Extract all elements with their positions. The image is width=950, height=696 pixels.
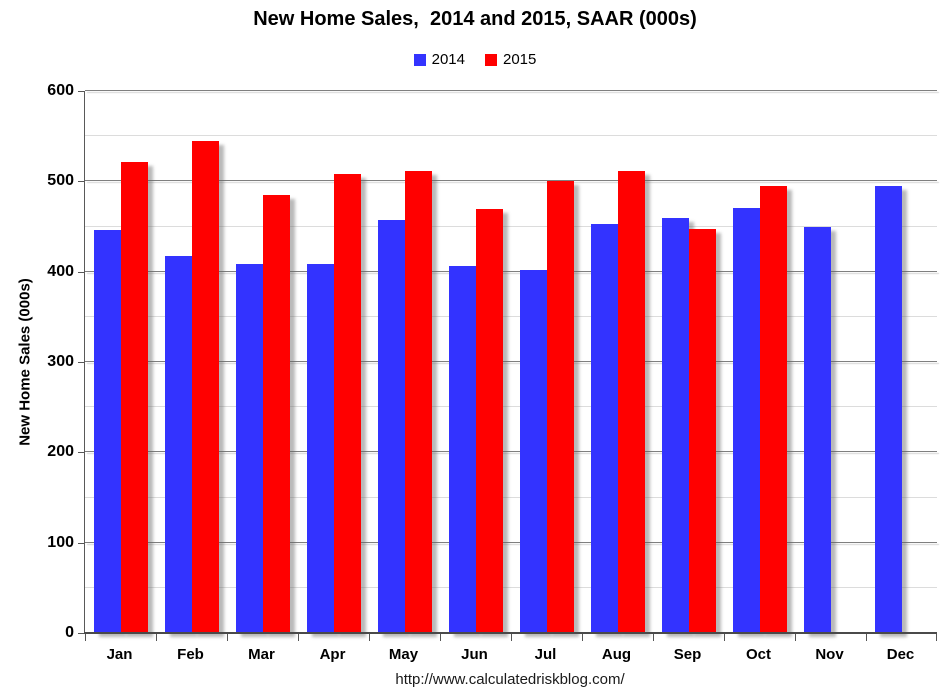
y-tick-label-100: 100: [47, 533, 74, 551]
x-tick-label-aug: Aug: [601, 646, 632, 663]
footer-url: http://www.calculatedriskblog.com/: [395, 671, 625, 688]
gridline-major-300: [85, 361, 937, 362]
bar-2015-may: [405, 170, 432, 633]
legend-item-2015: 2015: [485, 51, 536, 68]
chart-title: New Home Sales, 2014 and 2015, SAAR (000…: [253, 8, 697, 30]
x-axis-tick: [369, 634, 370, 641]
x-axis-tick: [724, 634, 725, 641]
bar-2014-nov: [804, 227, 831, 633]
legend-item-2014: 2014: [413, 51, 465, 68]
y-tick-label-600: 600: [47, 82, 74, 99]
y-axis-tick: [78, 633, 84, 634]
gridline-major-400: [85, 270, 937, 272]
y-axis-tick: [78, 91, 84, 92]
y-tick-label-300: 300: [47, 353, 74, 370]
gridline-minor-450: [85, 225, 937, 227]
y-axis-tick: [78, 362, 84, 363]
x-tick-label-sep: Sep: [673, 646, 702, 663]
y-tick-label-0: 0: [65, 624, 74, 641]
legend-swatch-2015: [485, 53, 497, 66]
x-axis-line: [84, 632, 937, 634]
bar-2015-jan: [121, 162, 148, 633]
y-tick-label-200: 200: [47, 443, 74, 461]
bar-2015-sep: [689, 229, 716, 633]
x-axis-tick: [298, 634, 299, 641]
bar-2014-mar: [236, 263, 263, 633]
x-tick-label-jan: Jan: [106, 646, 133, 663]
bar-2014-sep: [662, 218, 689, 633]
bar-2014-dec: [875, 185, 902, 633]
y-axis-tick: [78, 542, 84, 544]
y-axis-tick: [78, 271, 84, 273]
bar-2014-jun: [449, 266, 476, 633]
x-axis-tick: [795, 634, 796, 641]
legend-label-2014: 2014: [431, 51, 465, 68]
legend-swatch-2014: [413, 53, 426, 66]
y-tick-label-500: 500: [47, 172, 74, 190]
x-tick-label-mar: Mar: [248, 646, 275, 663]
gridline-minor-150: [85, 496, 937, 498]
bar-2014-apr: [307, 264, 334, 633]
x-tick-label-dec: Dec: [886, 646, 915, 663]
bar-2015-mar: [263, 194, 290, 633]
gridline-major-100: [85, 541, 937, 543]
y-tick-label-400: 400: [47, 262, 74, 280]
x-tick-label-feb: Feb: [177, 646, 204, 663]
legend: 2014 2015: [0, 51, 950, 68]
gridline-minor-550: [85, 135, 937, 137]
bar-2014-feb: [165, 256, 192, 633]
y-axis-tick: [78, 181, 84, 183]
bar-2014-jan: [94, 230, 121, 633]
gridline-minor-50: [85, 586, 937, 588]
y-axis-tick: [78, 452, 84, 454]
x-axis-tick: [156, 634, 157, 641]
bar-2014-may: [378, 220, 405, 633]
x-tick-label-may: May: [388, 646, 419, 663]
gridline-major-200: [85, 451, 937, 453]
bar-2014-jul: [520, 269, 547, 633]
x-axis-tick: [866, 634, 867, 641]
bar-2015-oct: [760, 185, 787, 633]
bar-2014-oct: [733, 207, 760, 633]
gridline-major-600: [85, 90, 937, 91]
bar-2015-apr: [334, 174, 361, 633]
gridline-minor-350: [85, 315, 937, 317]
bar-2014-aug: [591, 223, 618, 633]
x-axis-tick: [582, 634, 583, 641]
x-tick-label-jun: Jun: [461, 646, 488, 663]
bar-2015-jun: [476, 209, 503, 633]
x-tick-label-apr: Apr: [319, 646, 346, 663]
x-axis-tick: [511, 634, 512, 641]
x-axis-tick: [653, 634, 654, 641]
x-axis-tick: [85, 634, 86, 641]
gridline-major-500: [85, 180, 937, 182]
x-axis-tick: [936, 634, 937, 641]
y-axis-tick-labels: 0 100 200 300 400 500 600: [0, 83, 74, 641]
legend-label-2015: 2015: [503, 51, 537, 68]
bar-2015-feb: [192, 140, 219, 633]
x-tick-label-jul: Jul: [534, 646, 557, 663]
x-axis-tick-labels: Jan Feb Mar Apr May Jun Jul Aug Sep Oct Nov Dec: [84, 646, 936, 666]
gridline-minor-250: [85, 406, 937, 408]
plot-area: [78, 90, 937, 641]
x-axis-tick: [227, 634, 228, 641]
bar-2015-aug: [618, 170, 645, 633]
x-tick-label-nov: Nov: [815, 646, 844, 663]
x-tick-label-oct: Oct: [745, 646, 771, 663]
x-axis-tick: [440, 634, 441, 641]
bar-2015-jul: [547, 181, 574, 633]
